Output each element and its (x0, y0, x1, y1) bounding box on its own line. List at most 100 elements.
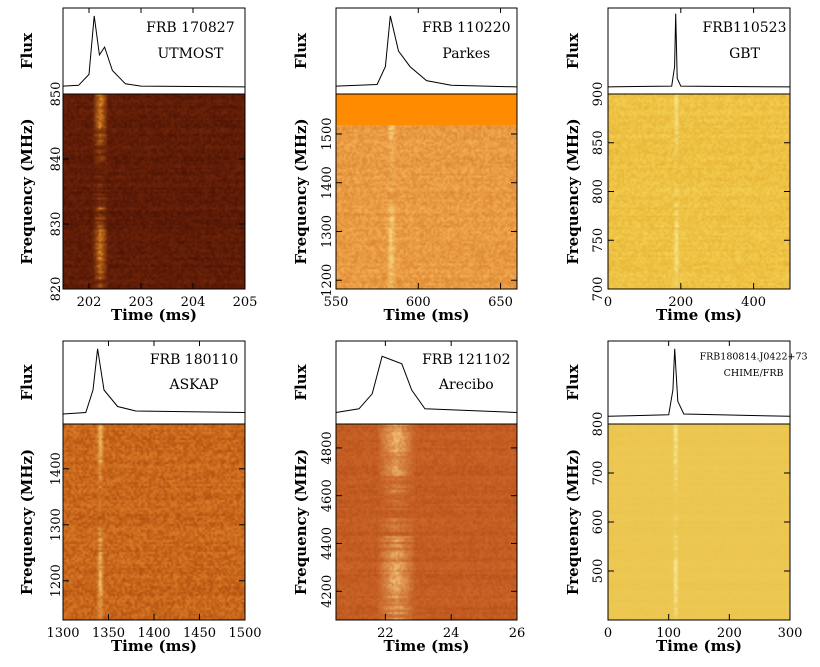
y-tick-label: 600 (591, 510, 606, 535)
flux-label: Flux (564, 32, 582, 69)
x-tick-label: 300 (778, 626, 803, 641)
x-tick-label: 0 (604, 626, 612, 641)
panel-3: FRB110523 GBT Flux Frequency (MHz) 700 750 800… (564, 7, 791, 324)
x-tick-label: 0 (604, 295, 612, 310)
y-tick-label: 850 (49, 82, 64, 107)
flux-label: Flux (18, 363, 36, 400)
dynamic-spectrum (608, 94, 790, 289)
x-axis-label: Time (ms) (656, 306, 742, 324)
x-tick-label: 204 (181, 295, 206, 310)
y-tick-label: 1200 (49, 564, 64, 597)
flux-frame (335, 340, 518, 425)
x-axis-label: Time (ms) (383, 637, 469, 655)
y-axis-label: Frequency (MHz) (292, 449, 310, 595)
flux-profile-line (62, 348, 246, 415)
dynamic-spectrum (608, 424, 790, 620)
y-tick-label: 1300 (49, 508, 64, 541)
y-axis-label: Frequency (MHz) (564, 449, 582, 595)
flux-frame (607, 7, 791, 95)
y-tick-label: 830 (49, 212, 64, 237)
flux-profile-line (607, 348, 791, 417)
telescope-name: ASKAP (168, 377, 218, 393)
x-tick-label: 1400 (137, 626, 170, 641)
y-tick-label: 700 (591, 461, 606, 486)
x-tick-label: 200 (717, 626, 742, 641)
y-tick-label: 4400 (320, 527, 335, 560)
telescope-name: Parkes (442, 46, 490, 62)
dynamic-spectrum (336, 94, 517, 289)
y-tick-label: 1500 (320, 117, 335, 150)
dynamic-spectrum (336, 424, 517, 620)
x-tick-label: 400 (741, 295, 766, 310)
telescope-name: CHIME/FRB (724, 368, 784, 379)
y-tick-label: 840 (49, 147, 64, 172)
telescope-name: UTMOST (157, 46, 224, 62)
y-tick-label: 750 (591, 228, 606, 253)
x-tick-label: 1450 (183, 626, 216, 641)
y-tick-label: 4800 (320, 431, 335, 464)
y-tick-label: 4600 (320, 479, 335, 512)
flux-profile-line (335, 15, 518, 88)
flux-frame (62, 340, 246, 425)
frb-name: FRB 170827 (146, 20, 234, 36)
flux-frame (335, 7, 518, 95)
x-tick-label: 22 (377, 626, 394, 641)
frb-name: FRB180814.J0422+73 (700, 351, 808, 362)
x-tick-label: 24 (443, 626, 460, 641)
flux-label: Flux (292, 363, 310, 400)
flux-label: Flux (564, 363, 582, 400)
masked-band (336, 94, 517, 126)
dynamic-spectrum (63, 94, 245, 289)
y-tick-label: 900 (591, 82, 606, 107)
x-tick-label: 200 (668, 295, 693, 310)
y-axis-label: Frequency (MHz) (564, 118, 582, 264)
flux-profile-line (335, 355, 518, 413)
y-tick-label: 1400 (320, 166, 335, 199)
panel-5: FRB 121102 Arecibo Flux Frequency (MHz) 4200… (292, 340, 526, 655)
x-tick-label: 600 (406, 295, 431, 310)
frb-name: FRB 180110 (150, 352, 238, 368)
telescope-name: GBT (729, 46, 760, 62)
y-tick-label: 800 (591, 179, 606, 204)
x-tick-label: 650 (488, 295, 513, 310)
flux-label: Flux (292, 32, 310, 69)
y-tick-label: 700 (591, 277, 606, 302)
frb-name: FRB 110220 (422, 20, 510, 36)
y-tick-label: 1200 (320, 264, 335, 297)
y-tick-label: 1300 (320, 215, 335, 248)
x-axis-label: Time (ms) (656, 637, 742, 655)
panel-6: FRB180814.J0422+73 CHIME/FRB Flux Frequency… (564, 340, 808, 655)
x-tick-label: 100 (656, 626, 681, 641)
y-tick-label: 800 (591, 412, 606, 437)
frb-name: FRB 121102 (422, 352, 510, 368)
x-tick-label: 1300 (46, 626, 79, 641)
y-tick-label: 1400 (49, 452, 64, 485)
frb-name: FRB110523 (703, 20, 787, 36)
y-axis-label: Frequency (MHz) (292, 118, 310, 264)
y-axis-label: Frequency (MHz) (18, 118, 36, 264)
panel-1: FRB 170827 UTMOST Flux Frequency (MHz) 820 83… (18, 7, 258, 324)
x-tick-label: 550 (324, 295, 349, 310)
flux-label: Flux (18, 32, 36, 69)
x-tick-label: 202 (77, 295, 102, 310)
x-tick-label: 26 (509, 626, 526, 641)
panel-2: FRB 110220 Parkes Flux Frequency (MHz) 1200 1… (292, 7, 518, 324)
y-tick-label: 850 (591, 130, 606, 155)
y-tick-label: 500 (591, 559, 606, 584)
flux-profile-line (607, 13, 791, 88)
x-tick-label: 1350 (92, 626, 125, 641)
y-tick-label: 4200 (320, 575, 335, 608)
flux-frame (607, 340, 791, 425)
x-tick-label: 205 (233, 295, 258, 310)
x-axis-label: Time (ms) (111, 306, 197, 324)
dynamic-spectrum (63, 424, 245, 620)
x-tick-label: 203 (129, 295, 154, 310)
y-tick-label: 820 (49, 277, 64, 302)
telescope-name: Arecibo (438, 377, 494, 393)
x-tick-label: 1500 (228, 626, 261, 641)
panel-4: FRB 180110 ASKAP Flux Frequency (MHz) 1200 13… (18, 340, 262, 655)
x-axis-label: Time (ms) (111, 637, 197, 655)
flux-profile-line (62, 15, 246, 88)
y-axis-label: Frequency (MHz) (18, 449, 36, 595)
